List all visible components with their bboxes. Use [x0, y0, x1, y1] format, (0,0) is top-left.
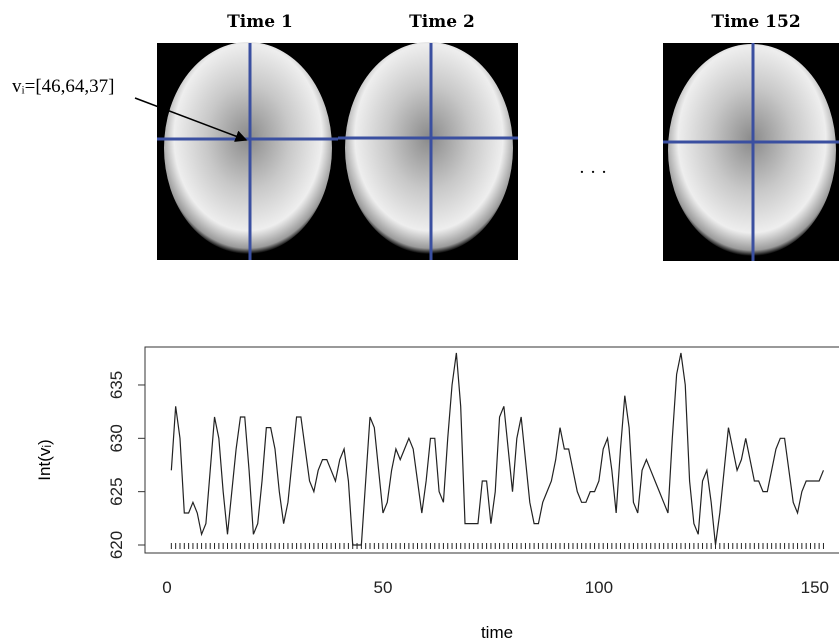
x-tick-label: 0: [162, 578, 171, 597]
plot-frame: [145, 347, 839, 553]
brain-panel: [157, 42, 338, 260]
brain-panel: [663, 43, 839, 261]
y-tick-label: 620: [107, 531, 126, 559]
voxel-label: vᵢ=[46,64,37]: [12, 76, 114, 97]
brain-panel: [338, 42, 518, 260]
panel-title: Time 152: [711, 12, 800, 32]
y-tick-label: 630: [107, 424, 126, 452]
x-axis-label: time: [481, 623, 513, 642]
x-tick-label: 150: [801, 578, 829, 597]
y-axis-label: Int(vᵢ): [35, 439, 54, 480]
y-tick-label: 635: [107, 371, 126, 399]
y-tick-label: 625: [107, 477, 126, 505]
panel-title: Time 1: [227, 12, 293, 32]
ellipsis: · · ·: [579, 162, 607, 183]
x-tick-label: 50: [373, 578, 392, 597]
x-tick-label: 100: [585, 578, 613, 597]
figure: Time 1 Time 2 Time 152 vᵢ=[46,64,37] · ·…: [0, 0, 839, 644]
panel-title: Time 2: [409, 12, 475, 32]
series-line: [171, 353, 823, 545]
